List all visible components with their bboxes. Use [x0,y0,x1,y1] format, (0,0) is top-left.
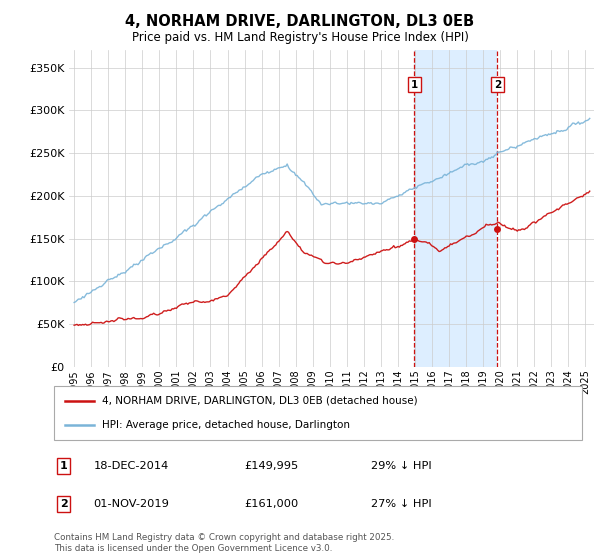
Text: 1: 1 [411,80,418,90]
Text: 4, NORHAM DRIVE, DARLINGTON, DL3 0EB: 4, NORHAM DRIVE, DARLINGTON, DL3 0EB [125,14,475,29]
Text: HPI: Average price, detached house, Darlington: HPI: Average price, detached house, Darl… [101,419,350,430]
Text: 18-DEC-2014: 18-DEC-2014 [94,461,169,471]
Text: 2: 2 [59,499,67,509]
Text: 1: 1 [59,461,67,471]
Text: Price paid vs. HM Land Registry's House Price Index (HPI): Price paid vs. HM Land Registry's House … [131,31,469,44]
Text: £149,995: £149,995 [244,461,298,471]
Text: 27% ↓ HPI: 27% ↓ HPI [371,499,431,509]
Text: Contains HM Land Registry data © Crown copyright and database right 2025.
This d: Contains HM Land Registry data © Crown c… [54,533,394,553]
Bar [415,50,497,367]
Text: 2: 2 [494,80,501,90]
FancyBboxPatch shape [54,386,582,440]
Text: £161,000: £161,000 [244,499,298,509]
Text: 01-NOV-2019: 01-NOV-2019 [94,499,169,509]
Text: 4, NORHAM DRIVE, DARLINGTON, DL3 0EB (detached house): 4, NORHAM DRIVE, DARLINGTON, DL3 0EB (de… [101,396,417,406]
Text: 29% ↓ HPI: 29% ↓ HPI [371,461,431,471]
